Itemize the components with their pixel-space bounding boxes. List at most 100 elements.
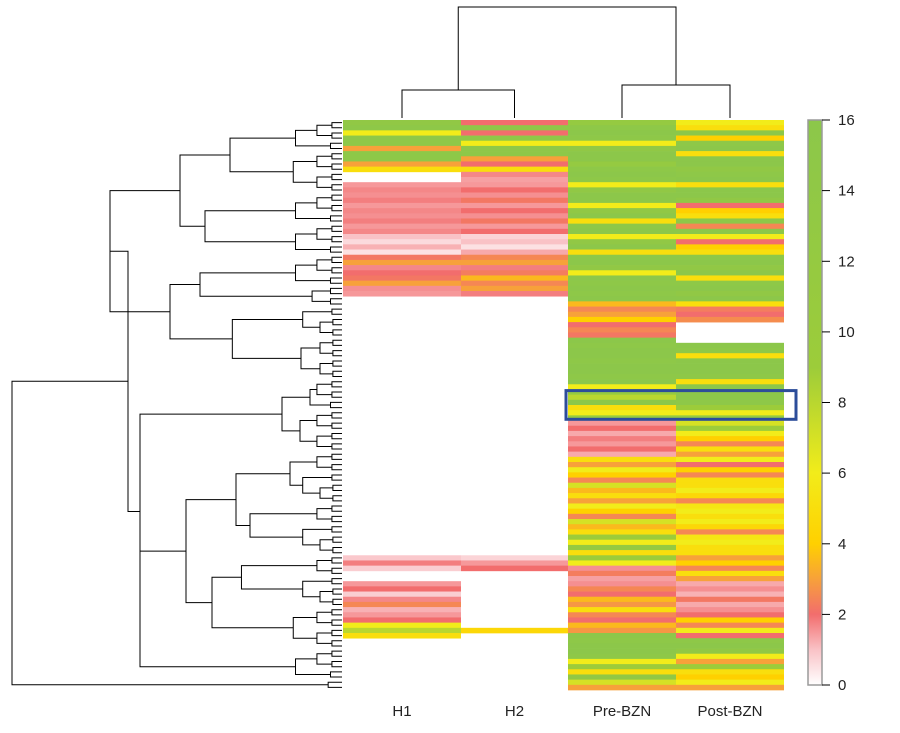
row-dendrogram-branch bbox=[329, 277, 342, 284]
heatmap-cell bbox=[461, 244, 568, 250]
heatmap-cell bbox=[676, 544, 784, 551]
heatmap-cell bbox=[568, 285, 676, 292]
row-dendrogram-branch bbox=[302, 477, 332, 494]
row-dendrogram-branch bbox=[332, 484, 342, 491]
heatmap-cell bbox=[568, 202, 676, 209]
row-dendrogram-branch bbox=[281, 396, 310, 432]
heatmap-cell bbox=[676, 622, 784, 629]
heatmap-cell bbox=[461, 254, 568, 261]
row-dendrogram-branch bbox=[295, 202, 331, 219]
heatmap-cell bbox=[676, 177, 784, 183]
column-label-post-bzn: Post-BZN bbox=[697, 703, 762, 720]
heatmap-cell bbox=[676, 410, 784, 416]
heatmap-cell bbox=[343, 151, 461, 157]
colorbar: 0 2 4 6 8 10 12 14 16 bbox=[807, 112, 855, 694]
row-dendrogram-branch bbox=[229, 137, 296, 173]
heatmap-cell bbox=[343, 187, 461, 193]
heatmap-cell bbox=[676, 456, 784, 463]
heatmap-cell bbox=[461, 565, 568, 572]
heatmap-cell bbox=[461, 125, 568, 131]
heatmap-cell bbox=[343, 208, 461, 214]
heatmap-cell bbox=[568, 223, 676, 230]
heatmap-cell bbox=[568, 456, 676, 463]
heatmap-cell bbox=[676, 135, 784, 142]
heatmap-cell bbox=[676, 638, 784, 644]
row-dendrogram-branch bbox=[295, 129, 331, 147]
heatmap-cell bbox=[568, 358, 676, 364]
heatmap-cell bbox=[343, 607, 461, 613]
heatmap-cell bbox=[568, 296, 676, 302]
heatmap-cell bbox=[568, 239, 676, 245]
heatmap-cell bbox=[676, 182, 784, 188]
heatmap-cell bbox=[568, 493, 676, 499]
heatmap-cell bbox=[676, 171, 784, 178]
heatmap-cell bbox=[568, 275, 676, 281]
heatmap-cell bbox=[676, 249, 784, 256]
row-dendrogram-branch bbox=[316, 508, 332, 520]
row-dendrogram-branch bbox=[331, 412, 342, 419]
row-dendrogram-branch bbox=[302, 311, 332, 328]
row-dendrogram-branch bbox=[249, 513, 317, 538]
heatmap-cell bbox=[568, 653, 676, 660]
heatmap-cell bbox=[676, 254, 784, 261]
heatmap-cell bbox=[461, 627, 568, 634]
row-dendrogram bbox=[11, 122, 342, 688]
heatmap-cell bbox=[568, 482, 676, 489]
row-dendrogram-branch bbox=[331, 173, 342, 181]
row-dendrogram-branch bbox=[327, 681, 342, 688]
heatmap-cell bbox=[568, 596, 676, 603]
row-dendrogram-branch bbox=[292, 617, 317, 639]
heatmap-cell bbox=[568, 192, 676, 199]
heatmap-cell bbox=[676, 607, 784, 613]
heatmap-cell bbox=[676, 291, 784, 297]
heatmap-cell bbox=[676, 120, 784, 126]
heatmap-cell bbox=[343, 145, 461, 152]
heatmap-cell bbox=[461, 275, 568, 281]
heatmap-cell bbox=[568, 368, 676, 375]
row-dendrogram-branch bbox=[332, 339, 342, 346]
row-dendrogram-branch bbox=[319, 487, 333, 499]
column-dendrogram-branch-bzn bbox=[621, 84, 731, 118]
heatmap-cell bbox=[461, 135, 568, 142]
column-dendrogram-branch-h bbox=[401, 89, 515, 118]
row-dendrogram-branch bbox=[331, 474, 342, 481]
heatmap-cell bbox=[676, 503, 784, 509]
heatmap-cell bbox=[568, 291, 676, 297]
heatmap-cell bbox=[461, 291, 568, 297]
heatmap-cell bbox=[568, 451, 676, 458]
heatmap-cell bbox=[461, 218, 568, 224]
row-dendrogram-branch bbox=[316, 560, 332, 572]
heatmap-cell bbox=[568, 664, 676, 670]
row-dendrogram-branch bbox=[316, 414, 332, 427]
row-dendrogram-branch bbox=[332, 598, 342, 605]
heatmap-cell bbox=[676, 581, 784, 587]
row-dendrogram-branch bbox=[319, 539, 333, 551]
heatmap-cell bbox=[676, 239, 784, 245]
heatmap-cell bbox=[461, 140, 568, 147]
heatmap-cell bbox=[343, 234, 461, 240]
colorbar-tick-label: 4 bbox=[838, 536, 846, 553]
heatmap-cell bbox=[568, 384, 676, 390]
heatmap-cell bbox=[568, 508, 676, 515]
heatmap-cell bbox=[568, 612, 676, 618]
heatmap-cell bbox=[343, 291, 461, 297]
heatmap-cell bbox=[568, 120, 676, 126]
heatmap-cell bbox=[568, 322, 676, 328]
row-dendrogram-branch bbox=[331, 619, 342, 626]
heatmap-cell bbox=[343, 249, 461, 256]
heatmap-cell bbox=[568, 550, 676, 556]
heatmap-cell bbox=[343, 275, 461, 281]
row-dendrogram-branch bbox=[331, 505, 342, 512]
heatmap-cell bbox=[568, 125, 676, 131]
heatmap-cell bbox=[676, 280, 784, 287]
row-dendrogram-branch bbox=[329, 246, 342, 253]
heatmap-cell bbox=[568, 617, 676, 623]
heatmap-cell bbox=[568, 560, 676, 566]
row-dendrogram-branch bbox=[169, 284, 233, 340]
heatmap-cell bbox=[568, 353, 676, 359]
heatmap-cell bbox=[676, 498, 784, 504]
row-dendrogram-branch bbox=[332, 495, 342, 502]
heatmap-cell bbox=[676, 462, 784, 468]
row-dendrogram-branch bbox=[139, 550, 296, 668]
row-dendrogram-branch bbox=[331, 526, 342, 533]
